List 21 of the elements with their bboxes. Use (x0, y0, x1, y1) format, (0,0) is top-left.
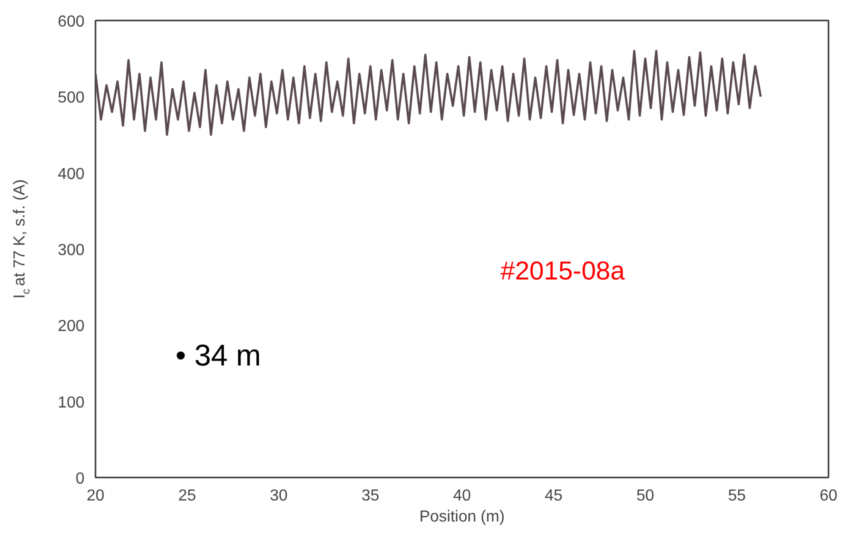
y-tick-label: 100 (58, 394, 85, 412)
x-tick-label: 60 (820, 488, 838, 504)
y-tick-label: 400 (58, 166, 85, 183)
y-tick-label: 500 (58, 90, 85, 107)
x-tick-label: 55 (728, 488, 746, 504)
x-tick-label: 45 (544, 488, 563, 504)
x-tick-label: 35 (361, 488, 380, 504)
y-tick-label: 300 (58, 242, 85, 259)
y-axis-title: Ic at 77 K, s.f. (A) (12, 179, 32, 299)
x-tick-label: 40 (453, 488, 471, 504)
annotation: • 34 m (176, 340, 262, 372)
y-tick-label: 200 (58, 318, 85, 336)
annotation: #2015-08a (500, 256, 626, 286)
x-tick-label: 50 (636, 488, 654, 504)
x-tick-label: 20 (86, 488, 104, 504)
x-tick-label: 30 (270, 488, 288, 504)
x-axis-title: Position (m) (419, 508, 505, 526)
y-tick-label: 600 (58, 14, 85, 30)
x-tick-label: 25 (178, 488, 196, 504)
line-series (96, 50, 762, 136)
y-tick-label: 0 (76, 470, 85, 488)
